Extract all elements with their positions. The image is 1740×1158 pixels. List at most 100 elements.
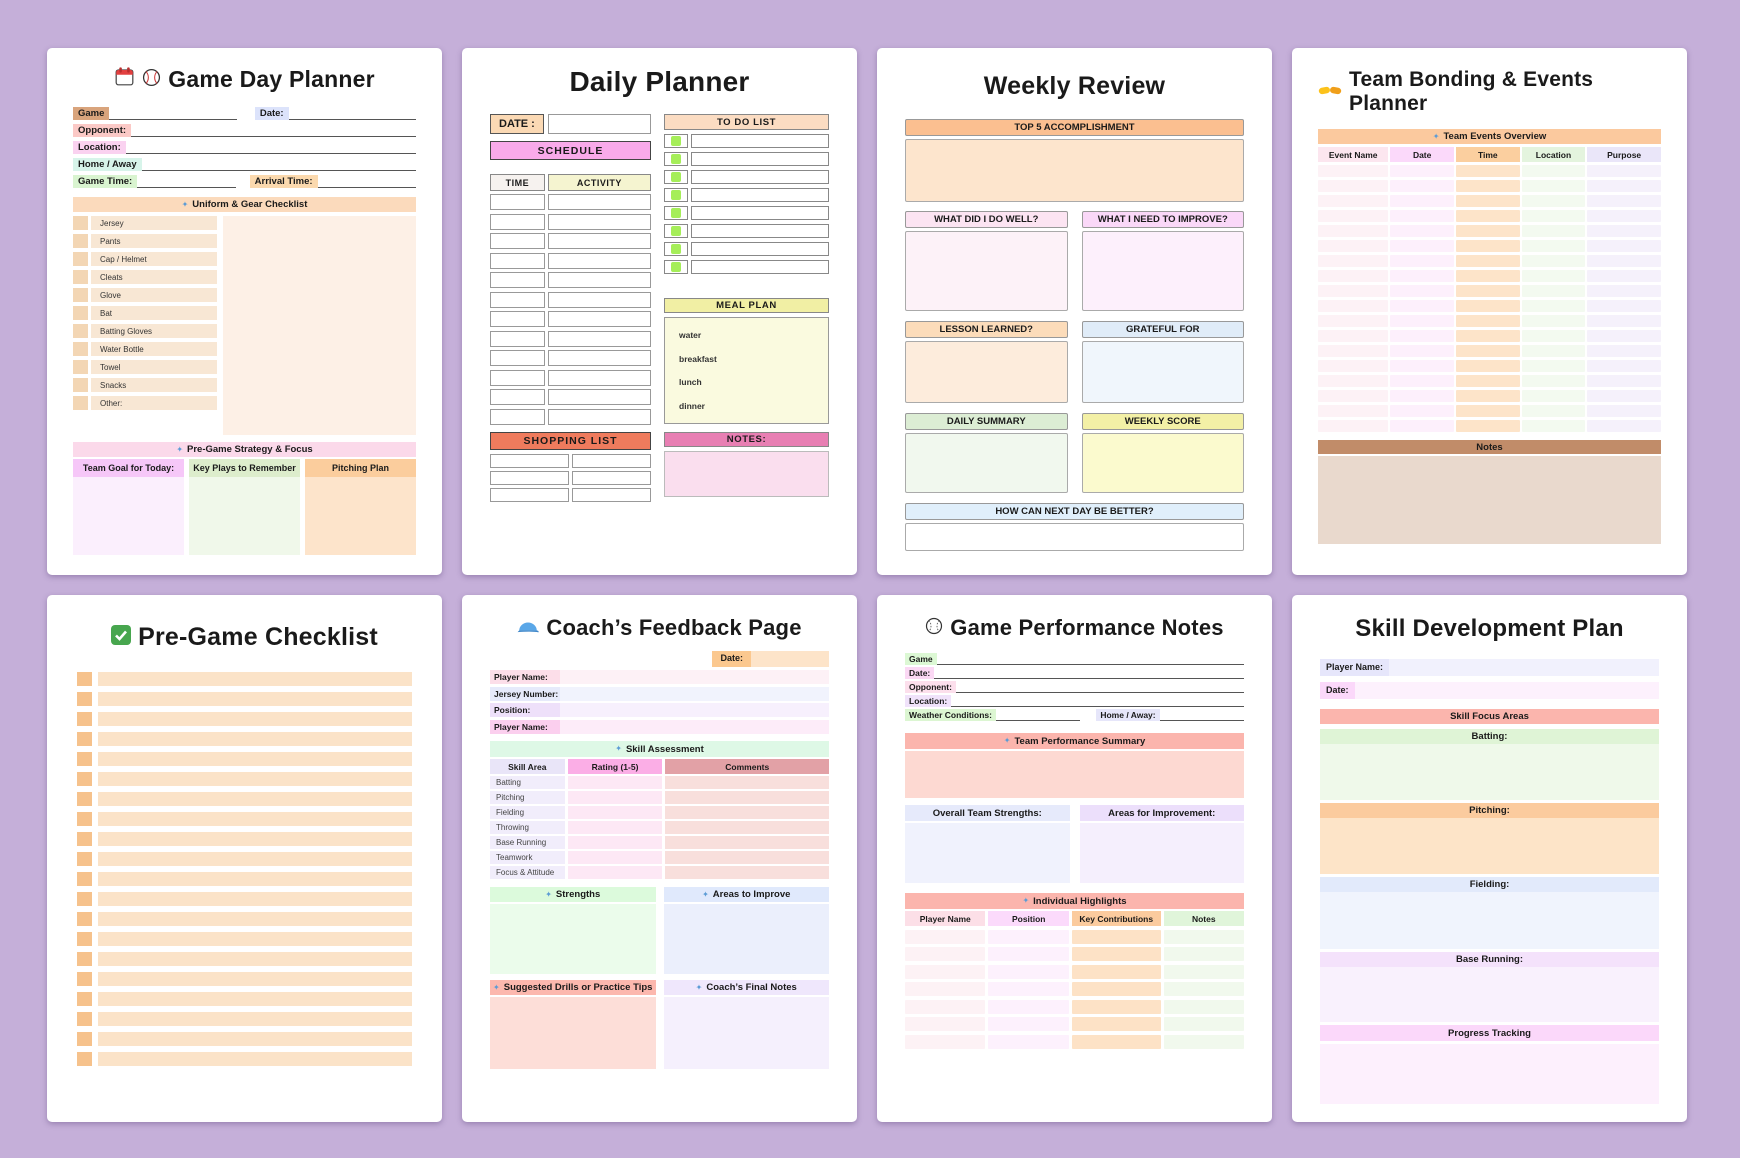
- date-cell[interactable]: [1390, 284, 1454, 297]
- location-cell[interactable]: [1521, 374, 1586, 387]
- checklist-checkbox[interactable]: [77, 672, 92, 686]
- purpose-cell[interactable]: [1587, 314, 1661, 327]
- purpose-cell[interactable]: [1587, 224, 1661, 237]
- event-name-cell[interactable]: [1318, 194, 1389, 207]
- event-name-cell[interactable]: [1318, 164, 1389, 177]
- time-cell[interactable]: [1455, 404, 1520, 417]
- event-name-cell[interactable]: [1318, 284, 1389, 297]
- date-cell[interactable]: [1390, 404, 1454, 417]
- activity-cell[interactable]: [547, 213, 652, 230]
- checklist-checkbox[interactable]: [77, 952, 92, 966]
- pitching-plan-area[interactable]: [305, 477, 416, 555]
- game-input-line[interactable]: [109, 109, 237, 120]
- notes-cell[interactable]: [1163, 947, 1244, 961]
- position-cell[interactable]: [988, 947, 1069, 961]
- opponent-input-line[interactable]: [131, 126, 416, 137]
- top5-area[interactable]: [905, 139, 1244, 202]
- activity-cell[interactable]: [547, 369, 652, 386]
- rating-cell[interactable]: [567, 866, 663, 879]
- shopping-cell[interactable]: [572, 470, 652, 485]
- key-contributions-cell[interactable]: [1071, 929, 1161, 944]
- purpose-cell[interactable]: [1587, 419, 1661, 432]
- purpose-cell[interactable]: [1587, 404, 1661, 417]
- checklist-checkbox[interactable]: [77, 992, 92, 1006]
- pitching-area[interactable]: [1320, 818, 1659, 874]
- location-cell[interactable]: [1521, 404, 1586, 417]
- activity-cell[interactable]: [547, 272, 652, 288]
- position-cell[interactable]: [988, 982, 1069, 996]
- purpose-cell[interactable]: [1587, 329, 1661, 342]
- purpose-cell[interactable]: [1587, 179, 1661, 192]
- date-cell[interactable]: [1390, 239, 1454, 252]
- comments-cell[interactable]: [665, 851, 829, 864]
- notes-cell[interactable]: [1163, 999, 1244, 1014]
- date-cell[interactable]: [1390, 374, 1454, 387]
- rating-cell[interactable]: [567, 776, 663, 789]
- todo-checkbox[interactable]: [671, 136, 682, 146]
- activity-cell[interactable]: [547, 408, 652, 425]
- location-cell[interactable]: [1521, 224, 1586, 237]
- event-name-cell[interactable]: [1318, 419, 1389, 432]
- purpose-cell[interactable]: [1587, 299, 1661, 312]
- position-cell[interactable]: [988, 1017, 1069, 1031]
- time-cell[interactable]: [490, 330, 545, 347]
- todo-checkbox[interactable]: [671, 244, 682, 254]
- purpose-cell[interactable]: [1587, 389, 1661, 402]
- game-input-line[interactable]: [936, 654, 1244, 665]
- event-name-cell[interactable]: [1318, 179, 1389, 192]
- checklist-checkbox[interactable]: [77, 832, 92, 846]
- checklist-checkbox[interactable]: [77, 972, 92, 986]
- location-input-line[interactable]: [125, 143, 416, 154]
- checklist-line[interactable]: [98, 992, 412, 1006]
- date-cell[interactable]: [1390, 389, 1454, 402]
- game-time-input-line[interactable]: [137, 177, 236, 188]
- team-summary-area[interactable]: [905, 751, 1244, 798]
- improve-area[interactable]: [1081, 231, 1244, 311]
- weekly-score-area[interactable]: [1081, 433, 1244, 493]
- date-cell[interactable]: [1390, 329, 1454, 342]
- location-cell[interactable]: [1521, 299, 1586, 312]
- position-cell[interactable]: [988, 964, 1069, 979]
- checklist-line[interactable]: [98, 1012, 412, 1026]
- player-name-cell[interactable]: [905, 999, 986, 1014]
- location-input-line[interactable]: [951, 696, 1244, 707]
- date-cell[interactable]: [1390, 254, 1454, 267]
- todo-checkbox[interactable]: [671, 172, 682, 182]
- date-cell[interactable]: [1390, 209, 1454, 222]
- location-cell[interactable]: [1521, 164, 1586, 177]
- key-contributions-cell[interactable]: [1071, 982, 1161, 996]
- location-cell[interactable]: [1521, 239, 1586, 252]
- meal-plan-area[interactable]: water breakfast lunch dinner: [664, 317, 829, 424]
- location-cell[interactable]: [1521, 269, 1586, 282]
- location-cell[interactable]: [1521, 179, 1586, 192]
- checklist-line[interactable]: [98, 1052, 412, 1066]
- checklist-checkbox[interactable]: [77, 1052, 92, 1066]
- checklist-line[interactable]: [98, 752, 412, 766]
- todo-text-field[interactable]: [691, 170, 829, 184]
- home-away-input-line[interactable]: [141, 160, 416, 171]
- date-cell[interactable]: [1390, 269, 1454, 282]
- time-cell[interactable]: [490, 272, 545, 288]
- date-cell[interactable]: [1390, 344, 1454, 357]
- time-cell[interactable]: [490, 194, 545, 210]
- event-name-cell[interactable]: [1318, 254, 1389, 267]
- time-cell[interactable]: [490, 311, 545, 327]
- checklist-line[interactable]: [98, 912, 412, 926]
- todo-checkbox[interactable]: [671, 262, 682, 272]
- key-plays-area[interactable]: [189, 477, 300, 555]
- fielding-area[interactable]: [1320, 892, 1659, 949]
- checklist-checkbox[interactable]: [77, 872, 92, 886]
- team-goal-area[interactable]: [73, 477, 184, 555]
- notes-area[interactable]: [1318, 456, 1661, 544]
- comments-cell[interactable]: [665, 806, 829, 819]
- lesson-area[interactable]: [905, 341, 1068, 403]
- time-cell[interactable]: [1455, 344, 1520, 357]
- drills-area[interactable]: [490, 997, 656, 1069]
- purpose-cell[interactable]: [1587, 254, 1661, 267]
- rating-cell[interactable]: [567, 806, 663, 819]
- event-name-cell[interactable]: [1318, 329, 1389, 342]
- gear-notes-area[interactable]: [223, 216, 416, 435]
- event-name-cell[interactable]: [1318, 269, 1389, 282]
- notes-cell[interactable]: [1163, 929, 1244, 944]
- shopping-cell[interactable]: [490, 487, 570, 502]
